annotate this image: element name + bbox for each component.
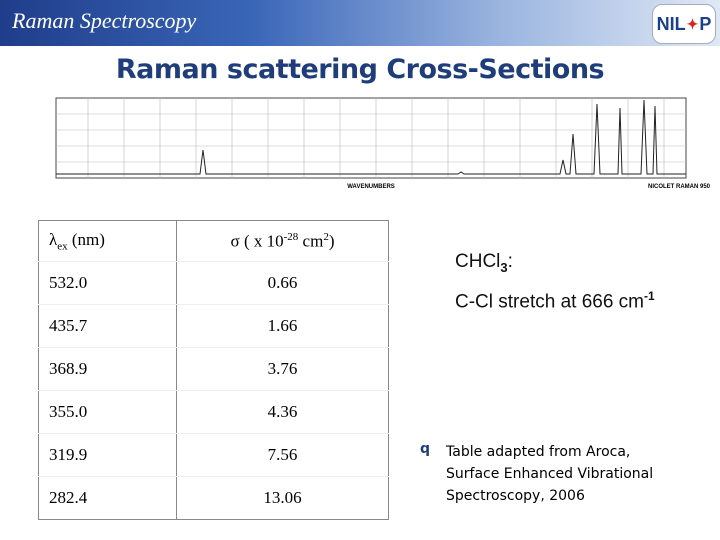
table-cell: 435.7 [38, 304, 177, 348]
note-line: C-Cl stretch at 666 cm-1 [455, 282, 655, 316]
superscript: -1 [644, 288, 655, 303]
grid [56, 98, 686, 178]
bullet: q [420, 441, 431, 457]
citation-line: Surface Enhanced Vibrational [446, 466, 654, 482]
table-cell: 0.66 [176, 261, 389, 305]
text: CHCl [455, 251, 501, 272]
instrument-label: NICOLET RAMAN 950 [648, 184, 711, 190]
table-cell: 13.06 [176, 476, 389, 520]
superscript: -28 [283, 230, 299, 243]
text: (nm) [67, 229, 105, 249]
table-header: λex (nm) σ ( x 10-28 cm2) [38, 220, 389, 262]
logo-text: NIL [656, 13, 686, 34]
table-cell: 4.36 [176, 390, 389, 434]
table-cell: 7.56 [176, 433, 389, 477]
table-cell: 1.66 [176, 304, 389, 348]
citation-line: Table adapted from Aroca, [446, 444, 631, 460]
table-cell: 282.4 [38, 476, 177, 520]
table-row: 368.9 3.76 [38, 347, 389, 391]
spectrum: WAVENUMBERS NICOLET RAMAN 950 [55, 97, 711, 190]
table-cell: 532.0 [38, 261, 177, 305]
superscript: 2 [323, 230, 329, 243]
table-cell: 3.76 [176, 347, 389, 391]
note: CHCl3: C-Cl stretch at 666 cm-1 [455, 248, 655, 316]
text: : [507, 251, 513, 272]
citation-line: Spectroscopy, 2006 [446, 488, 585, 504]
header-cell: λex (nm) [38, 220, 177, 262]
symbol: σ [230, 231, 240, 251]
table-row: 282.4 13.06 [38, 476, 389, 520]
text: C-Cl stretch at 666 cm [455, 291, 644, 313]
table-cell: 355.0 [38, 390, 177, 434]
table-cell: 319.9 [38, 433, 177, 477]
header-title: Raman Spectroscopy [12, 8, 197, 33]
spectrum-trace [56, 99, 686, 175]
text: ( x 10 [239, 231, 284, 251]
table-cell: 368.9 [38, 347, 177, 391]
logo: NIL ✦ P [652, 4, 716, 44]
x-axis-label: WAVENUMBERS [347, 184, 395, 190]
formula: CHCl3: [455, 248, 655, 282]
table-row: 532.0 0.66 [38, 261, 389, 305]
plot-frame [55, 97, 687, 179]
logo-text: P [699, 13, 712, 34]
logo-icon: ✦ [686, 15, 699, 32]
text: cm [298, 231, 324, 251]
data-table: λex (nm) σ ( x 10-28 cm2) 532.0 0.66 435.7… [38, 220, 389, 520]
subscript: 3 [500, 259, 508, 275]
table-row: 355.0 4.36 [38, 390, 389, 434]
slide-title: Raman scattering Cross-Sections [115, 54, 605, 85]
header-bar [0, 0, 720, 46]
table-row: 435.7 1.66 [38, 304, 389, 348]
table-row: 319.9 7.56 [38, 433, 389, 477]
symbol: λ [49, 229, 58, 249]
subscript: ex [57, 240, 68, 253]
text: ) [328, 231, 335, 251]
header-cell: σ ( x 10-28 cm2) [176, 220, 389, 262]
